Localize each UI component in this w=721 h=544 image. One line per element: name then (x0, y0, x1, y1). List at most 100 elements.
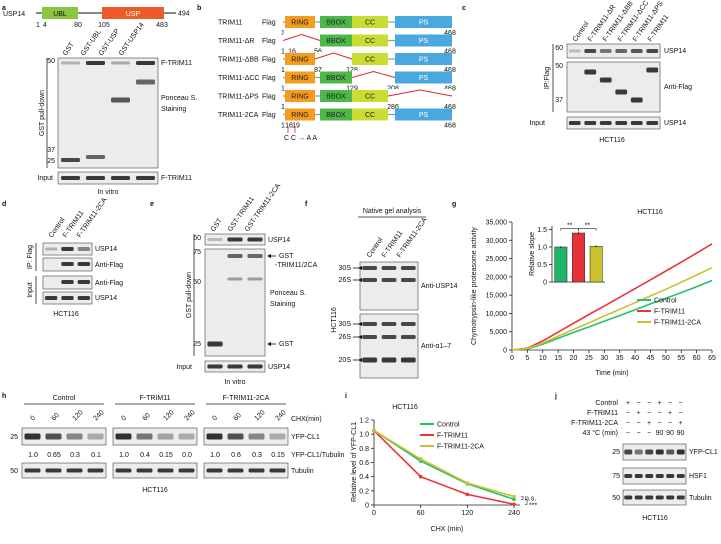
domain (352, 108, 388, 121)
band (646, 67, 659, 73)
ratio: 0.4 (140, 452, 150, 459)
band (207, 238, 223, 241)
series-line (373, 429, 515, 498)
y-tick-label: 5,000 (489, 329, 507, 336)
panel-label: f (305, 201, 308, 208)
band (61, 247, 74, 251)
marker: 75 (612, 473, 620, 480)
domain-label: RING (291, 20, 309, 27)
domain (352, 53, 388, 65)
residue: 286 (387, 104, 399, 111)
ratio: 1.0 (210, 452, 220, 459)
construct-name: TRIM11 (218, 20, 242, 27)
band (111, 176, 130, 180)
band-label: GST (279, 341, 294, 348)
band (87, 468, 104, 473)
band-label: Anti-Flag (95, 262, 123, 269)
band (666, 495, 675, 500)
band (115, 433, 132, 440)
ip-label: IP:Flag (544, 67, 551, 89)
annotation: ** (585, 223, 591, 230)
gap (283, 33, 320, 48)
band-label: YFP-CL1 (689, 449, 718, 456)
input-label: Input (37, 175, 53, 182)
pulldown-label: GST pull-down (186, 272, 193, 318)
y-tick-label: 30,000 (486, 238, 508, 245)
gap (352, 70, 395, 85)
x-tick-label: 5 (525, 355, 529, 362)
band (247, 237, 263, 242)
band (115, 468, 132, 473)
time-label: 240 (183, 409, 196, 422)
time-label: 120 (71, 409, 84, 422)
residue: 105 (98, 22, 110, 29)
band (615, 89, 628, 95)
group-label: F-TRIM11-2CA (223, 395, 270, 402)
band (666, 449, 675, 455)
band-label: F-TRIM11 (161, 175, 192, 182)
marker: 25 (10, 434, 18, 441)
time-label: 120 (253, 409, 266, 422)
domain-label: CC (365, 94, 375, 101)
x-tick-label: 60 (417, 510, 425, 517)
arrow-head (358, 358, 362, 362)
band (362, 278, 378, 282)
band (646, 121, 659, 125)
row-label: 43 °C (min) (583, 429, 618, 437)
domain (395, 34, 452, 47)
blot (112, 462, 198, 479)
band (634, 449, 643, 455)
bar (554, 246, 568, 283)
condition-value: − (678, 400, 682, 407)
panel-label: b (197, 5, 201, 12)
construct-name: TRIM11-ΔR (218, 38, 254, 45)
row-label: F-TRIM11 (587, 410, 618, 417)
blot (622, 443, 687, 461)
blot (622, 467, 687, 485)
band-label: -TRIM11/2CA (275, 262, 318, 269)
band (645, 474, 654, 478)
band (676, 495, 685, 500)
band (44, 247, 58, 251)
band (206, 433, 223, 440)
band (178, 433, 195, 440)
gap (388, 89, 452, 103)
band (136, 468, 153, 473)
band (655, 474, 664, 478)
marker: 37 (555, 97, 563, 104)
band (568, 121, 581, 125)
y-tick-label: 1.0 (359, 432, 369, 439)
band-label: Tubulin (689, 495, 712, 502)
band (269, 433, 286, 440)
y-tick-label: 0.8 (359, 446, 369, 453)
band (400, 278, 416, 282)
band (381, 322, 397, 326)
legend-label: F-TRIM11 (654, 309, 685, 316)
cell-line: HCT116 (142, 487, 168, 494)
ratio: 0.3 (70, 452, 80, 459)
x-tick-label: 50 (662, 355, 670, 362)
input-label: Input (27, 282, 34, 298)
band (136, 79, 155, 85)
band (66, 433, 83, 440)
species: 30S (339, 265, 352, 272)
legend-label: F-TRIM11-2CA (437, 444, 484, 451)
residue: 87 (314, 67, 322, 74)
pulldown-label: GST pull-down (39, 90, 46, 136)
band (655, 495, 664, 500)
condition-value: + (626, 400, 630, 407)
band (77, 296, 91, 300)
band (157, 468, 174, 473)
marker: 50 (10, 468, 18, 475)
y-tick-label: 20,000 (486, 274, 508, 281)
domain (285, 71, 315, 84)
band (227, 237, 243, 242)
x-tick-label: 0 (510, 355, 514, 362)
band (61, 262, 74, 266)
band (24, 433, 41, 440)
condition-value: + (668, 410, 672, 417)
x-tick-label: 15 (554, 355, 562, 362)
mutation: C C → A A (284, 135, 317, 142)
condition-value: + (636, 410, 640, 417)
band (676, 474, 685, 478)
